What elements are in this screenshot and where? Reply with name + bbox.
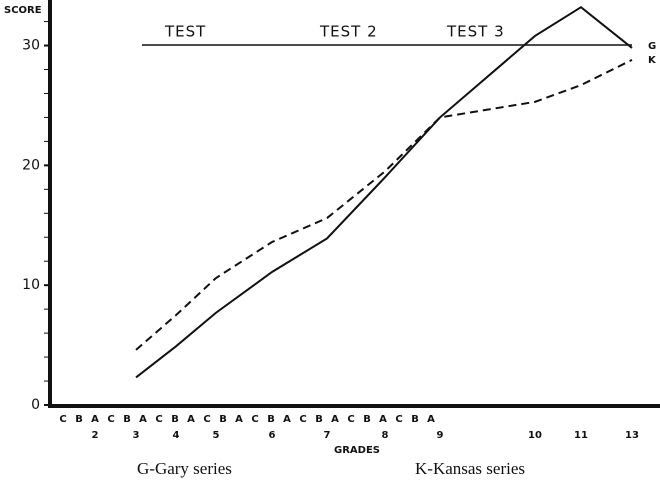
y-axis-label: SCORE [4,5,42,16]
half-grade-label: B [75,414,83,425]
half-grade-label: B [171,414,179,425]
x-tick-label: 9 [437,430,444,441]
x-tick-label: 3 [133,430,140,441]
half-grade-label: A [331,414,339,425]
y-tick-label: 10 [22,277,40,293]
half-grade-label: B [123,414,131,425]
x-tick-label: 10 [528,430,542,441]
y-tick-label: 30 [22,38,40,54]
legend-label: G [648,41,656,52]
half-grade-label: A [379,414,387,425]
test-label: TEST [164,23,206,41]
y-tick-label: 20 [22,157,40,173]
half-grade-label: B [219,414,227,425]
x-tick-label: 6 [269,430,276,441]
half-grade-label: B [315,414,323,425]
series-line [135,59,633,351]
half-grade-label: C [155,414,162,425]
caption: K-Kansas series [415,459,525,478]
half-grade-label: C [395,414,402,425]
x-tick-label: 2 [92,430,99,441]
x-tick-label: 11 [574,430,588,441]
half-grade-label: A [139,414,147,425]
half-grade-label: B [267,414,275,425]
half-grade-label: C [59,414,66,425]
half-grade-label: A [427,414,435,425]
x-axis-label: GRADES [334,445,380,456]
half-grade-label: C [107,414,114,425]
half-grade-label: A [187,414,195,425]
series-line [135,5,633,379]
half-grade-label: C [347,414,354,425]
test-label: TEST 3 [446,23,505,41]
half-grade-label: B [411,414,419,425]
half-grade-label: C [203,414,210,425]
x-tick-label: 5 [213,430,220,441]
half-grade-label: A [283,414,291,425]
x-tick-label: 7 [324,430,331,441]
half-grade-label: A [235,414,243,425]
test-label: TEST 2 [319,23,378,41]
y-tick-label: 0 [31,397,40,413]
legend-label: K [648,55,657,66]
half-grade-label: A [91,414,99,425]
half-grade-label: C [251,414,258,425]
caption: G-Gary series [137,459,232,478]
x-tick-label: 13 [625,430,639,441]
half-grade-label: C [299,414,306,425]
x-tick-label: 8 [382,430,389,441]
x-tick-label: 4 [173,430,180,441]
half-grade-label: B [363,414,371,425]
